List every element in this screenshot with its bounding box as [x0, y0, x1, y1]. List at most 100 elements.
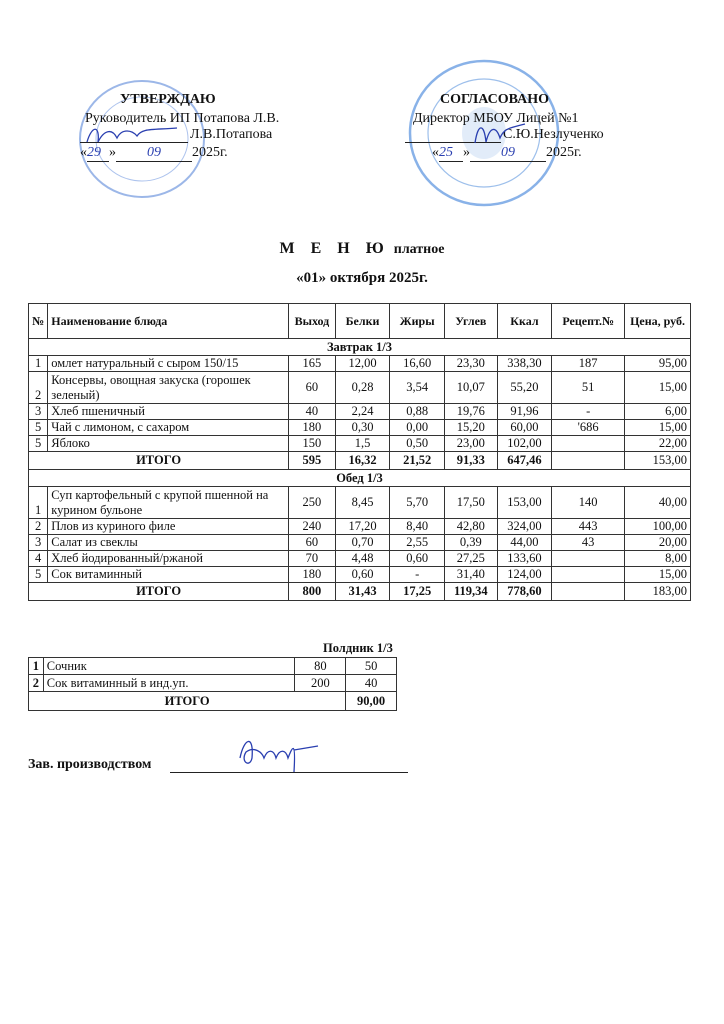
table-cell	[551, 435, 626, 452]
table-cell: Сок витаминный в инд.уп.	[42, 674, 296, 692]
table-cell: -	[389, 566, 445, 583]
total-cell: ИТОГО	[27, 451, 290, 470]
table-row: 3 Хлеб пшеничный 40 2,24 0,88 19,76 91,96-6,00	[27, 403, 691, 420]
table-cell: Сочник	[42, 657, 296, 675]
table-row: 5 Яблоко 150 1,5 0,50 23,00 102,00 22,00	[27, 435, 691, 452]
total-cell: 17,25	[389, 582, 445, 601]
table-cell: 2	[27, 518, 49, 535]
table-cell: 8,45	[334, 486, 391, 519]
table-cell: 40,00	[624, 486, 691, 519]
agree-position: Директор МБОУ Лицей №1	[413, 111, 579, 126]
menu-title-sub: платное	[393, 242, 445, 257]
table-cell: 0,30	[334, 419, 391, 436]
total-row: ИТОГО 90,00	[27, 691, 397, 711]
section-row: Завтрак 1/3	[28, 338, 691, 356]
table-cell: 3	[27, 534, 49, 551]
table-cell: 8,40	[389, 518, 445, 535]
table-cell: 15,00	[624, 371, 691, 404]
table-cell: 4	[27, 550, 49, 567]
col-header: Жиры	[389, 303, 445, 339]
table-cell: 240	[288, 518, 336, 535]
table-cell: Хлеб пшеничный	[47, 403, 290, 420]
table-cell: 60	[288, 371, 336, 404]
table-cell: 19,76	[443, 403, 498, 420]
table-cell: 8,00	[624, 550, 691, 567]
table-cell: 17,20	[334, 518, 391, 535]
table-cell: 0,60	[389, 550, 445, 567]
approve-position: Руководитель ИП Потапова Л.В.	[85, 111, 280, 126]
table-cell: 20,00	[624, 534, 691, 551]
total-cell: 800	[288, 582, 336, 601]
table-cell: 140	[551, 486, 626, 519]
total-cell: ИТОГО	[27, 582, 290, 601]
table-row: 1 Суп картофельный с крупой пшенной на ку…	[27, 486, 691, 519]
approve-stamp	[79, 80, 205, 198]
table-cell: омлет натуральный с сыром 150/15	[47, 355, 290, 372]
table-cell: 22,00	[624, 435, 691, 452]
table-cell: 133,60	[496, 550, 553, 567]
table-cell: 60,00	[496, 419, 553, 436]
table-cell: 23,00	[443, 435, 498, 452]
col-header: Рецепт.№	[551, 303, 626, 339]
table-cell	[551, 550, 626, 567]
table-cell: 16,60	[389, 355, 445, 372]
section-row: Обед 1/3	[28, 469, 691, 487]
total-cell: ИТОГО	[27, 691, 347, 711]
total-cell: 778,60	[496, 582, 553, 601]
table-cell: 200	[294, 674, 347, 692]
table-cell: 0,88	[389, 403, 445, 420]
table-cell: 44,00	[496, 534, 553, 551]
total-cell: 21,52	[389, 451, 445, 470]
table-row: 1 омлет натуральный с сыром 150/15 165 12,0…	[27, 355, 691, 372]
table-cell: 50	[345, 657, 397, 675]
total-cell	[551, 451, 626, 470]
agree-month: 09	[470, 145, 546, 162]
table-cell: 165	[288, 355, 336, 372]
table-row: 5 Чай с лимоном, с сахаром 180 0,30 0,00 15,2…	[27, 419, 691, 436]
table-cell: 31,40	[443, 566, 498, 583]
table-cell: 60	[288, 534, 336, 551]
table-cell: 17,50	[443, 486, 498, 519]
table-cell: Консервы, овощная закуска (горошек зелен…	[47, 371, 290, 404]
approve-day: 29	[87, 145, 109, 162]
table-cell: 51	[551, 371, 626, 404]
table-cell: Хлеб йодированный/ржаной	[47, 550, 290, 567]
col-header: Углев	[443, 303, 498, 339]
table-cell: Салат из свеклы	[47, 534, 290, 551]
table-cell: 338,30	[496, 355, 553, 372]
table-cell: 1	[28, 657, 44, 675]
table-cell: 5	[27, 419, 49, 436]
col-header: Наименование блюда	[47, 303, 290, 339]
table-cell: 180	[288, 419, 336, 436]
table-cell: 3	[27, 403, 49, 420]
footer-signature	[239, 740, 319, 773]
section-label: Обед 1/3	[28, 469, 691, 487]
total-cell: 647,46	[496, 451, 553, 470]
table-cell: 5,70	[389, 486, 445, 519]
agree-name: С.Ю.Незлученко	[503, 127, 604, 142]
table-cell: Сок витаминный	[47, 566, 290, 583]
table-cell: 324,00	[496, 518, 553, 535]
table-cell: 250	[288, 486, 336, 519]
table-cell: 10,07	[443, 371, 498, 404]
approve-year: 2025г.	[192, 145, 228, 160]
table-cell: 15,00	[624, 419, 691, 436]
total-cell: 91,33	[443, 451, 498, 470]
table-cell: Суп картофельный с крупой пшенной на кур…	[47, 486, 290, 519]
menu-title-main: М Е Н Ю	[279, 240, 390, 257]
col-header: Цена, руб.	[624, 303, 691, 339]
table-cell: 2	[27, 371, 49, 404]
approve-name: Л.В.Потапова	[190, 127, 273, 142]
table-cell: 4,48	[334, 550, 391, 567]
col-header: №	[27, 303, 49, 339]
total-cell: 90,00	[345, 691, 397, 711]
table-cell: 2,24	[334, 403, 391, 420]
table-cell: 2	[28, 674, 44, 692]
snack-table: 1 Сочник 80 50 2 Сок витаминный в инд.уп. 200 4…	[27, 657, 397, 711]
table-row: 3 Салат из свеклы 60 0,70 2,55 0,39 44,00 43 20,…	[27, 534, 691, 551]
approve-signature	[86, 127, 178, 143]
table-cell: 95,00	[624, 355, 691, 372]
table-cell: 23,30	[443, 355, 498, 372]
table-cell: 15,00	[624, 566, 691, 583]
table-cell: 40	[288, 403, 336, 420]
